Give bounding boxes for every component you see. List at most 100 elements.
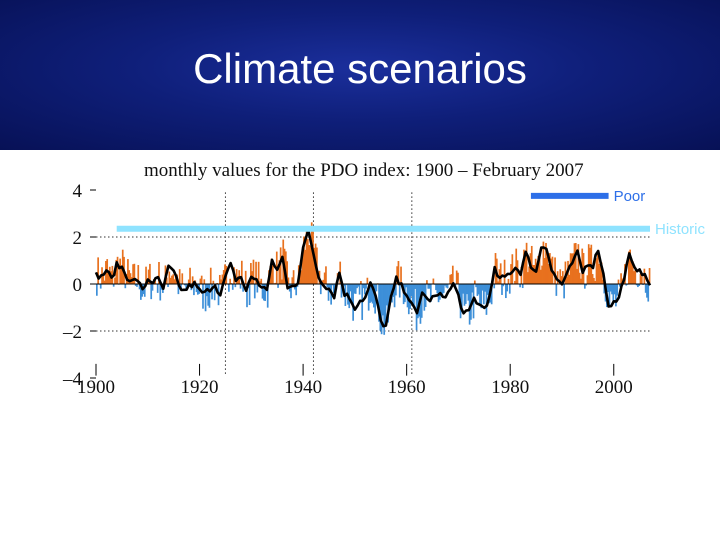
bar [103,280,106,284]
bar [451,265,454,284]
bar [261,284,264,299]
bar [576,268,578,284]
bar [124,284,127,289]
bar [420,284,423,318]
bar [521,284,524,289]
bar [115,259,118,284]
bar [449,274,452,284]
bar [471,284,474,293]
bar [325,266,327,284]
bar [461,284,463,312]
bar [609,284,612,292]
bar [308,245,310,284]
bar [511,254,514,284]
bar [212,280,215,284]
bar [382,284,384,316]
bar [231,284,234,290]
bar [277,284,279,288]
bar [519,284,521,288]
bar [568,274,571,284]
bar [159,284,162,301]
bar [414,284,417,289]
bar [475,284,477,288]
bar [134,284,137,286]
bar [572,253,575,284]
bar [220,279,222,284]
bar [250,263,252,284]
bar [612,284,615,303]
bar [537,255,540,284]
bar [274,282,277,284]
bar [367,284,370,311]
bar [464,284,467,304]
bar [647,284,650,302]
bar [450,274,453,284]
bar [428,284,431,289]
bar [284,251,287,284]
bar [270,258,273,284]
bar [256,284,259,293]
bar [618,284,621,287]
bar [303,236,305,284]
bar [427,284,430,289]
bar [300,270,303,284]
pdo-chart: monthly values for the PDO index: 1900 –… [62,160,706,398]
bar [571,253,573,284]
bar [209,267,212,284]
bar [602,279,604,284]
bar [481,284,484,291]
bar [278,260,281,284]
bar [455,270,458,284]
bar [547,263,550,284]
bar [211,284,213,300]
bar [132,264,134,284]
bar [608,284,611,307]
bar [362,284,365,289]
bar [556,271,559,284]
bar [580,278,582,284]
bar [564,261,567,284]
bar [514,280,516,284]
bar [173,279,176,284]
bar [598,263,600,284]
bar [272,260,274,284]
bar [208,284,211,308]
x-axis: 1900 1920 1940 1960 1980 2000 [77,363,633,398]
bar [184,284,186,286]
y-axis: 4 2 0 –2 –4 [62,181,96,390]
bar [423,284,426,311]
bar [353,284,356,294]
bar [573,243,576,284]
bar [343,284,345,287]
bar [446,284,449,289]
bar [473,280,476,284]
bar [613,284,616,295]
bar [383,284,386,335]
bar [266,284,269,308]
bar [349,284,352,292]
bar [204,284,207,312]
bar [554,257,556,284]
bar [545,242,547,284]
bar [96,284,98,296]
bar [322,279,325,284]
bar [200,275,203,284]
bar [646,284,648,298]
bar [480,284,483,309]
bar [295,284,298,296]
bar [398,284,401,298]
bar [536,263,538,284]
x-tick-label: 1980 [491,377,529,398]
bar [467,284,470,301]
bar [640,276,643,284]
bar [331,284,334,286]
bar [191,276,194,284]
bar [600,262,603,284]
bar [140,284,142,300]
bar [172,274,175,284]
bar [237,279,239,284]
bar [265,284,268,286]
bar [213,284,216,301]
bar [154,280,156,284]
bar [279,247,282,284]
